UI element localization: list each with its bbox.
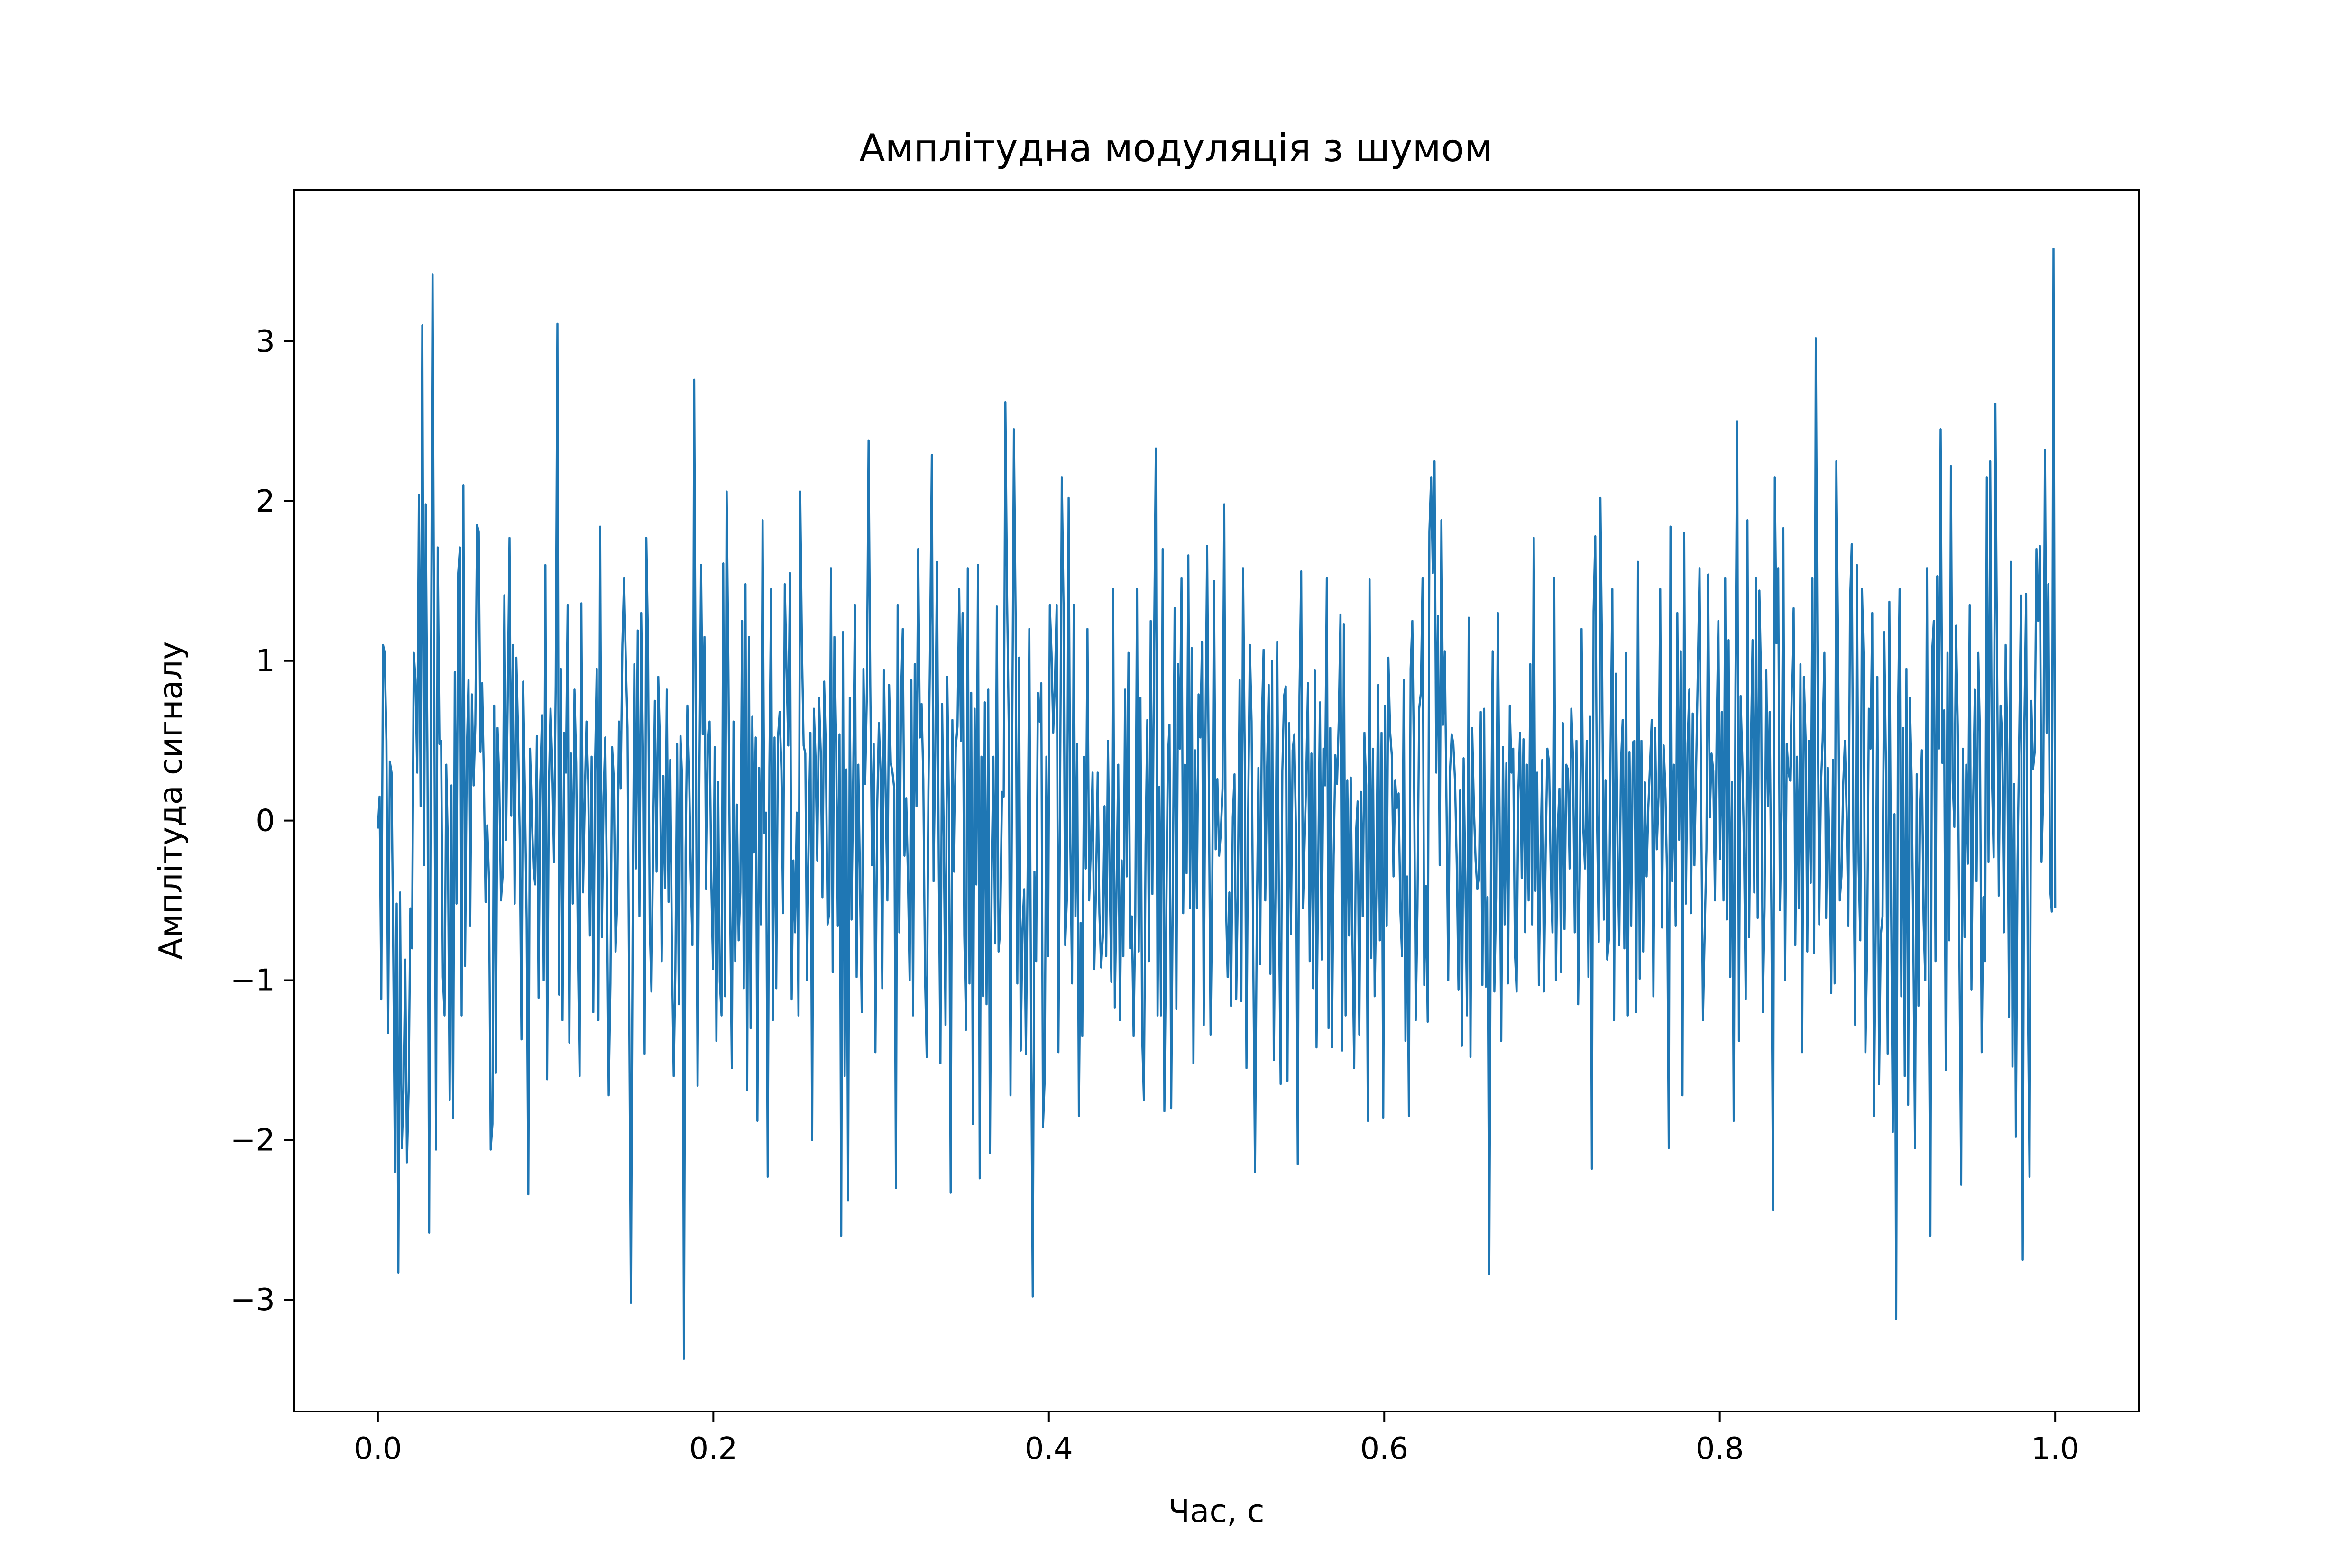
y-tick-label: −3 <box>230 1283 275 1318</box>
y-tick-label: 3 <box>256 324 275 359</box>
y-tick-label: −1 <box>230 963 275 998</box>
x-tick-label: 0.8 <box>1696 1431 1744 1467</box>
y-axis: −3 −2 −1 0 1 2 3 <box>230 324 294 1318</box>
axes-frame <box>293 189 2140 1412</box>
x-tick-label: 0.4 <box>1025 1431 1073 1467</box>
x-axis: 0.0 0.2 0.4 0.6 0.8 1.0 <box>354 1412 2079 1467</box>
x-axis-label: Час, с <box>1168 1493 1264 1530</box>
y-axis-label: Амплітуда сигналу <box>152 641 189 960</box>
x-tick-label: 0.0 <box>354 1431 402 1467</box>
y-tick-label: 2 <box>256 484 275 519</box>
x-tick-label: 1.0 <box>2031 1431 2079 1467</box>
x-tick-label: 0.2 <box>689 1431 737 1467</box>
y-tick-label: 1 <box>256 644 275 679</box>
x-tick-label: 0.6 <box>1360 1431 1408 1467</box>
series-line-0 <box>377 248 2057 1360</box>
plot-area <box>377 248 2057 1360</box>
y-tick-label: −2 <box>230 1123 275 1158</box>
y-tick-label: 0 <box>256 804 275 839</box>
chart-title: Амплітудна модуляція з шумом <box>859 126 1493 170</box>
